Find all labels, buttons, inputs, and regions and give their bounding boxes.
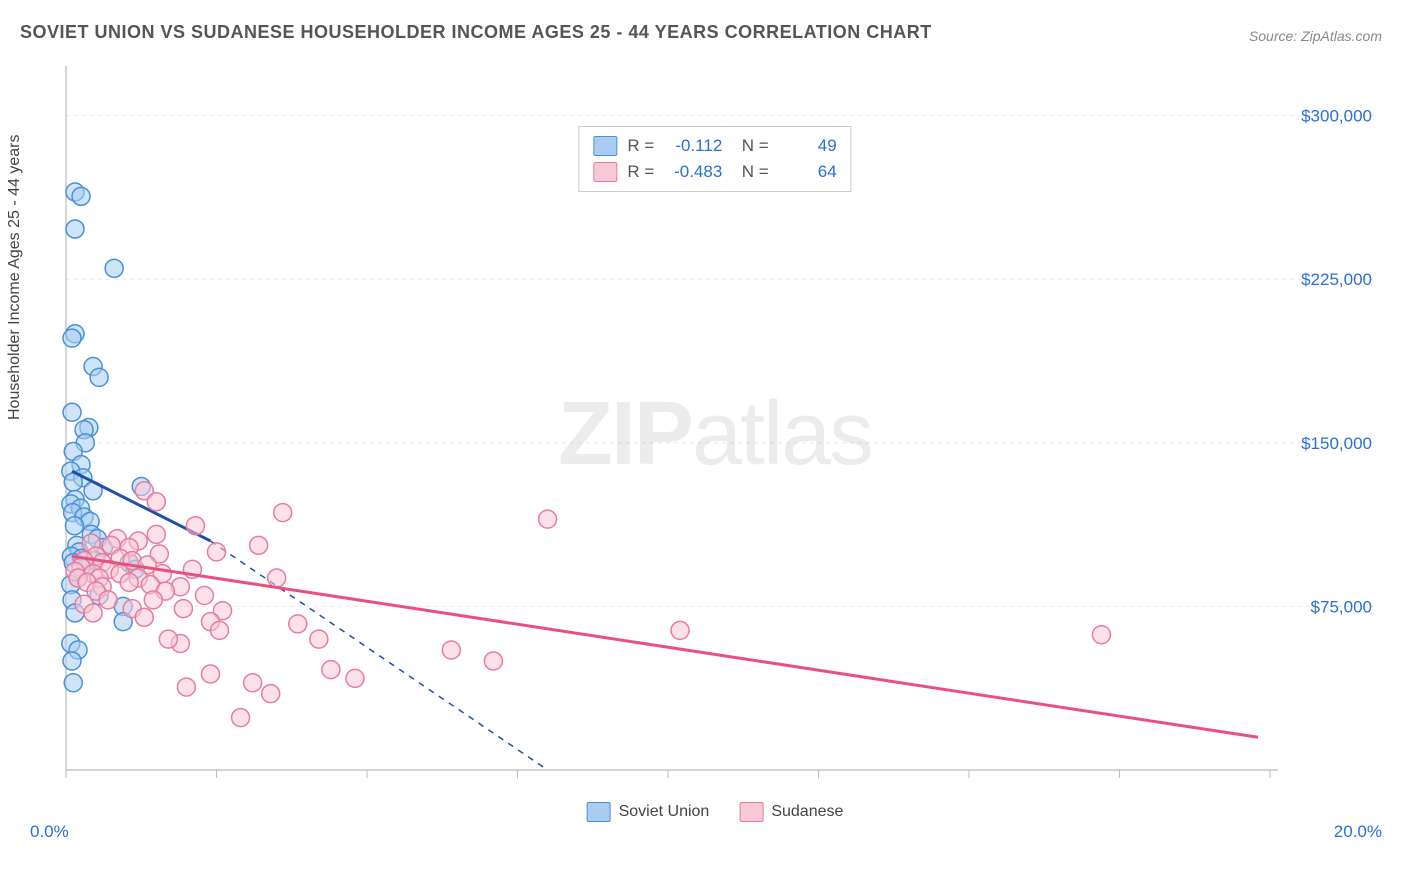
data-point [201, 665, 219, 683]
source-attribution: Source: ZipAtlas.com [1249, 28, 1382, 44]
stats-row-soviet: R = -0.112 N = 49 [593, 133, 836, 159]
data-point [99, 591, 117, 609]
data-point [1092, 626, 1110, 644]
y-tick-label: $150,000 [1301, 434, 1372, 453]
data-point [159, 630, 177, 648]
data-point [244, 674, 262, 692]
data-point [262, 685, 280, 703]
data-point [144, 591, 162, 609]
r-label: R = [627, 159, 654, 185]
legend-label-sudanese: Sudanese [771, 803, 843, 821]
legend-item-sudanese: Sudanese [739, 802, 843, 822]
r-value-soviet: -0.112 [664, 133, 722, 159]
data-point [135, 608, 153, 626]
bottom-legend: Soviet Union Sudanese [587, 802, 844, 822]
data-point [63, 329, 81, 347]
y-tick-label: $300,000 [1301, 107, 1372, 126]
legend-label-soviet: Soviet Union [619, 803, 710, 821]
data-point [208, 543, 226, 561]
data-point [322, 661, 340, 679]
x-axis-min-label: 0.0% [30, 822, 69, 842]
y-axis-label: Householder Income Ages 25 - 44 years [6, 135, 24, 421]
stats-row-sudanese: R = -0.483 N = 64 [593, 159, 836, 185]
data-point [671, 621, 689, 639]
data-point [72, 187, 90, 205]
data-point [289, 615, 307, 633]
data-point [90, 368, 108, 386]
legend-item-soviet: Soviet Union [587, 802, 710, 822]
data-point [105, 259, 123, 277]
data-point [84, 604, 102, 622]
data-point [147, 493, 165, 511]
data-point [484, 652, 502, 670]
data-point [174, 600, 192, 618]
swatch-sudanese [593, 162, 617, 182]
data-point [268, 569, 286, 587]
trend-line [72, 556, 1258, 737]
data-point [64, 674, 82, 692]
data-point [310, 630, 328, 648]
data-point [346, 669, 364, 687]
stats-legend: R = -0.112 N = 49 R = -0.483 N = 64 [578, 126, 851, 192]
swatch-sudanese [739, 802, 763, 822]
x-axis-max-label: 20.0% [1334, 822, 1382, 842]
chart-title: SOVIET UNION VS SUDANESE HOUSEHOLDER INC… [20, 22, 932, 43]
data-point [66, 220, 84, 238]
swatch-soviet [593, 136, 617, 156]
data-point [186, 517, 204, 535]
n-label: N = [732, 133, 768, 159]
data-point [232, 709, 250, 727]
data-point [63, 403, 81, 421]
swatch-soviet [587, 802, 611, 822]
data-point [195, 587, 213, 605]
n-value-sudanese: 64 [779, 159, 837, 185]
data-point [147, 525, 165, 543]
plot-area: $75,000$150,000$225,000$300,000 ZIPatlas… [50, 60, 1380, 830]
data-point [539, 510, 557, 528]
r-value-sudanese: -0.483 [664, 159, 722, 185]
n-value-soviet: 49 [779, 133, 837, 159]
data-point [65, 517, 83, 535]
data-point [250, 536, 268, 554]
data-point [211, 621, 229, 639]
data-point [120, 573, 138, 591]
y-tick-label: $75,000 [1311, 597, 1372, 616]
data-point [63, 652, 81, 670]
n-label: N = [732, 159, 768, 185]
r-label: R = [627, 133, 654, 159]
data-point [274, 504, 292, 522]
data-point [442, 641, 460, 659]
y-tick-label: $225,000 [1301, 270, 1372, 289]
data-point [177, 678, 195, 696]
